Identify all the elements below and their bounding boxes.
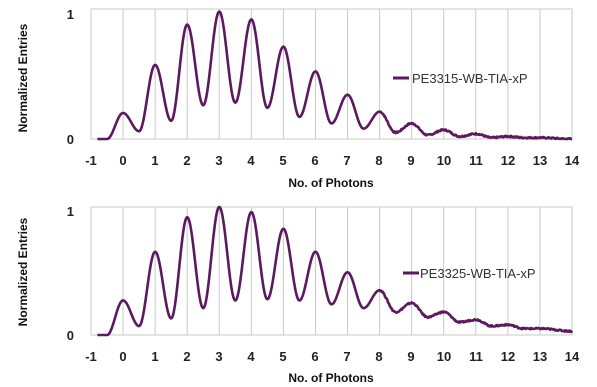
x-tick-label: 6	[311, 349, 318, 364]
x-tick-label: 1	[151, 349, 158, 364]
y-tick-label: 0	[67, 132, 74, 147]
y-tick-labels-2: 0 1	[67, 204, 74, 343]
chart-panel-2: -1 0 1 2 3 4 5 6 7 8 9 10 11 12 13 14 0 …	[16, 204, 580, 385]
x-tick-label: 4	[247, 349, 255, 364]
x-tick-label: 10	[437, 349, 451, 364]
x-axis-title-1: No. of Photons	[288, 176, 374, 190]
y-tick-label: 1	[67, 7, 74, 22]
x-tick-label: 11	[469, 349, 483, 364]
x-tick-label: 3	[215, 153, 222, 168]
x-axis-title-2: No. of Photons	[288, 371, 374, 385]
series-line-1	[97, 10, 573, 141]
x-tick-label: 5	[279, 153, 286, 168]
x-tick-label: 4	[247, 153, 255, 168]
x-tick-labels-1: -1 0 1 2 3 4 5 6 7 8 9 10 11 12 13 14	[85, 153, 580, 168]
x-tick-label: 0	[119, 153, 126, 168]
x-tick-label: 14	[565, 153, 580, 168]
x-tick-label: 13	[533, 349, 547, 364]
x-tick-label: 2	[183, 153, 190, 168]
x-tick-label: 2	[183, 349, 190, 364]
x-tick-label: 13	[533, 153, 547, 168]
legend-2: PE3325-WB-TIA-xP	[403, 266, 536, 281]
y-tick-label: 0	[67, 328, 74, 343]
x-tick-label: 8	[375, 349, 382, 364]
x-tick-label: 5	[279, 349, 286, 364]
x-tick-label: 10	[437, 153, 451, 168]
x-tick-label: 12	[501, 349, 515, 364]
x-tick-label: 1	[151, 153, 158, 168]
y-axis-title-2: Normalized Entries	[16, 217, 30, 326]
grid-1	[90, 8, 573, 140]
x-tick-label: 6	[311, 153, 318, 168]
y-tick-label: 1	[67, 204, 74, 219]
x-tick-label: 12	[501, 153, 515, 168]
legend-label-1: PE3315-WB-TIA-xP	[412, 71, 528, 86]
x-tick-label: 11	[469, 153, 483, 168]
x-tick-label: 0	[119, 349, 126, 364]
x-tick-label: 7	[343, 349, 350, 364]
y-axis-title-1: Normalized Entries	[16, 23, 30, 132]
x-tick-label: 9	[407, 349, 414, 364]
x-tick-label: 3	[215, 349, 222, 364]
x-tick-label: -1	[85, 349, 97, 364]
x-tick-label: 8	[375, 153, 382, 168]
legend-label-2: PE3325-WB-TIA-xP	[420, 266, 536, 281]
x-tick-label: -1	[85, 153, 97, 168]
x-tick-label: 9	[407, 153, 414, 168]
x-tick-label: 7	[343, 153, 350, 168]
x-tick-labels-2: -1 0 1 2 3 4 5 6 7 8 9 10 11 12 13 14	[85, 349, 580, 364]
x-tick-label: 14	[565, 349, 580, 364]
legend-1: PE3315-WB-TIA-xP	[393, 71, 528, 86]
y-tick-labels-1: 0 1	[67, 7, 74, 147]
chart-panel-1: -1 0 1 2 3 4 5 6 7 8 9 10 11 12 13 14 0 …	[16, 7, 580, 190]
series-line-2	[97, 205, 574, 337]
